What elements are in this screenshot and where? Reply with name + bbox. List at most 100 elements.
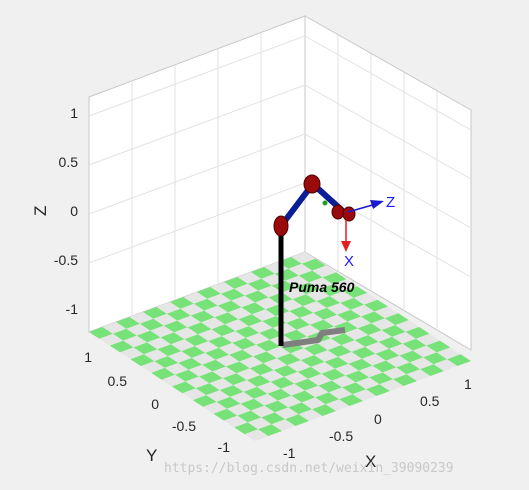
z-axis: 1 0.5 0 -0.5 -1 Z: [31, 105, 78, 317]
floor-tile: [344, 328, 369, 341]
floor-tile: [389, 343, 413, 356]
floor-tile: [405, 326, 430, 339]
floor-tile: [352, 389, 377, 401]
floor-tile: [180, 303, 205, 316]
floor-tile: [393, 374, 417, 386]
floor-tile: [253, 351, 277, 364]
floor-tile: [129, 312, 154, 324]
floor-tile: [238, 314, 263, 327]
floor-tile: [156, 302, 181, 314]
floor-tile: [339, 394, 363, 406]
floor-tile: [384, 313, 409, 326]
robot-wrist-y-marker: [322, 200, 328, 206]
z-tick-label: -0.5: [54, 252, 78, 268]
floor-tile: [287, 360, 312, 372]
floor-tile: [171, 339, 195, 352]
floor-tile: [396, 362, 421, 375]
floor-tile: [365, 341, 389, 354]
floor-tile: [279, 299, 303, 312]
floor-tile: [306, 289, 330, 302]
floor-tile: [258, 424, 282, 436]
floor-tile: [289, 306, 314, 318]
frame-x-arrowhead: [341, 241, 351, 252]
floor-tile: [244, 429, 269, 441]
floor-tile: [347, 316, 372, 329]
floor-tile: [412, 345, 437, 358]
floor-tile: [266, 346, 291, 359]
floor-tile: [433, 359, 458, 371]
back-right-panel: [304, 15, 472, 351]
floor-tile: [298, 409, 323, 421]
y-tick-label: -1: [218, 439, 231, 455]
floor-tile: [243, 386, 268, 399]
floor-tile: [109, 340, 134, 353]
floor-tile: [224, 277, 248, 289]
floor-tile: [218, 342, 243, 355]
floor-tile: [402, 338, 427, 351]
floor-tile: [191, 352, 216, 365]
floor-tile: [195, 383, 220, 396]
floor-tile: [207, 293, 232, 306]
floor-tile: [303, 343, 328, 356]
floor-tile: [348, 358, 373, 371]
floor-tile: [337, 309, 361, 322]
floor-tile: [300, 355, 325, 367]
floor-tile: [185, 376, 210, 389]
x-tick-label: 0.5: [420, 393, 440, 409]
floor-tile: [366, 384, 390, 396]
floor-tile: [342, 382, 367, 395]
y-axis: 1 0.5 0 -0.5 -1 Y: [84, 349, 230, 465]
floor-tile: [353, 292, 378, 305]
floor-tile: [187, 322, 212, 335]
floor-tile: [204, 305, 229, 318]
floor-tile: [251, 267, 275, 279]
frame-z-label: Z: [386, 194, 395, 211]
y-tick-label: -0.5: [172, 418, 196, 434]
floor-tile: [205, 347, 230, 360]
robot-joint-1: [273, 215, 289, 237]
x-tick-label: 1: [464, 376, 472, 392]
floor-tile: [235, 326, 260, 338]
x-tick-label: -1: [283, 445, 296, 461]
floor-tile: [364, 299, 388, 312]
floor-tile: [242, 344, 267, 357]
floor-tile: [299, 312, 324, 325]
floor-tile: [237, 410, 262, 423]
floor-tile: [291, 390, 316, 403]
floor-tile: [217, 300, 242, 313]
floor-tile: [193, 298, 218, 311]
floor-tile: [182, 388, 207, 401]
floor-tile: [120, 347, 144, 360]
floor-tile: [259, 327, 284, 340]
floor-tile: [281, 383, 305, 396]
floor-tile: [178, 357, 203, 370]
floor-tile: [331, 375, 356, 388]
floor-tile: [270, 376, 295, 389]
floor-tile: [372, 360, 397, 373]
floor-tile: [362, 353, 386, 366]
floor-tile: [381, 325, 406, 337]
floor-tile: [312, 404, 336, 416]
floor-tile: [133, 342, 158, 355]
floor-tile: [317, 338, 342, 351]
floor-tile: [237, 272, 262, 284]
floor-tile: [230, 391, 254, 404]
floor-tile: [215, 354, 240, 367]
floor-tile: [255, 297, 279, 310]
floor-tile: [326, 302, 351, 315]
x-tick-label: -0.5: [329, 428, 353, 444]
floor-tile: [144, 349, 168, 362]
floor-tile: [177, 315, 202, 328]
floor-tile: [252, 309, 276, 322]
floor-tile: [301, 397, 326, 410]
floor-tile: [314, 350, 339, 362]
floor-tile: [234, 422, 259, 435]
floor-tile: [220, 288, 245, 301]
floor-tile: [340, 297, 365, 310]
floor-tile: [351, 346, 376, 359]
floor-tile: [208, 336, 233, 348]
checkerboard-floor: [89, 252, 471, 441]
floor-tile: [150, 325, 175, 338]
floor-tile: [199, 371, 223, 384]
